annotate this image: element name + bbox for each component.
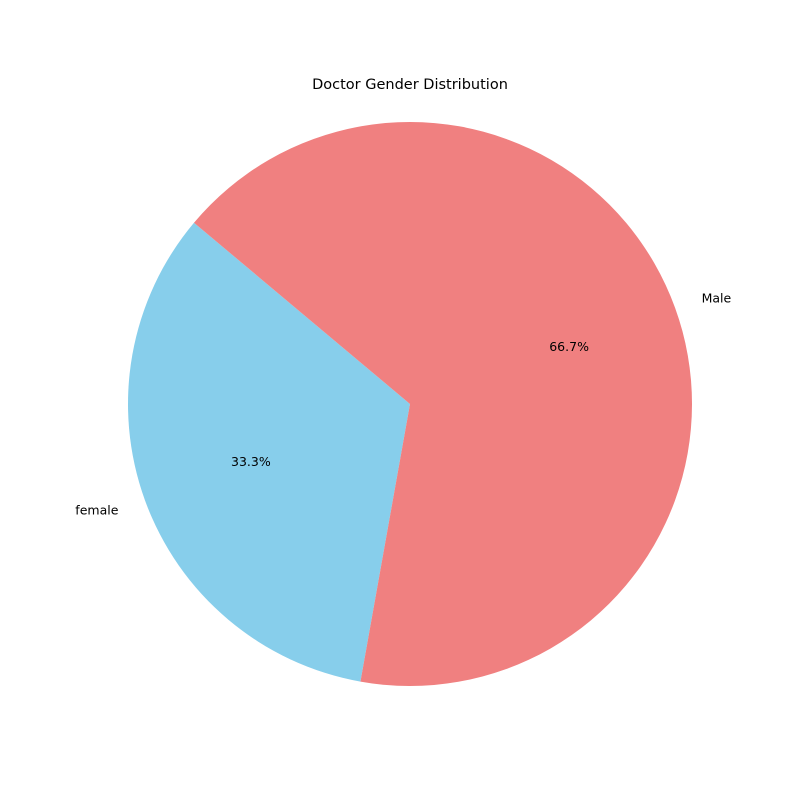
pie-slices: [128, 121, 693, 686]
slice-percent-male: 66.7%: [549, 339, 589, 354]
pie-slice-male: [193, 121, 693, 686]
pie-slice-female: [128, 222, 411, 682]
slice-label-male: Male: [702, 291, 732, 306]
slice-percent-female: 33.3%: [231, 454, 271, 469]
pie-labels: female 33.3% Male 66.7%: [75, 291, 731, 518]
chart-title: Doctor Gender Distribution: [312, 77, 508, 93]
slice-label-female: female: [75, 502, 118, 517]
